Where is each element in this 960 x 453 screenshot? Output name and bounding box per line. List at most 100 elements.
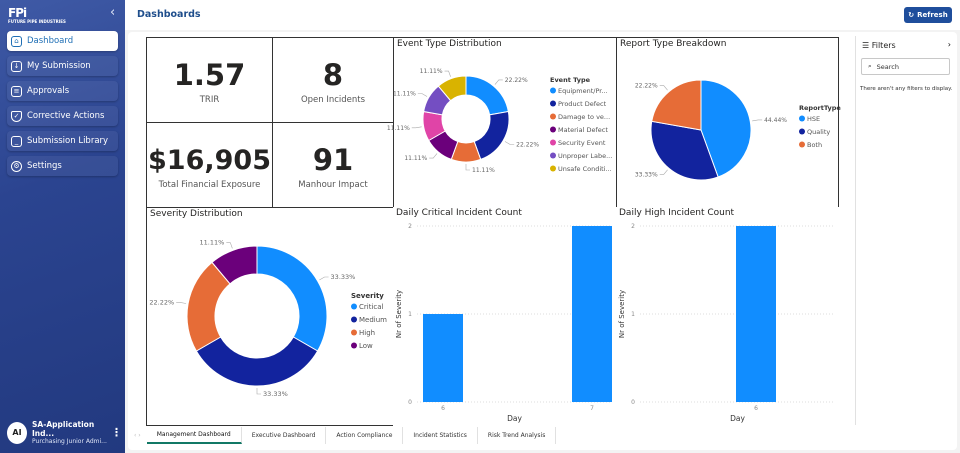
leader-line (504, 141, 515, 145)
legend-marker (799, 128, 805, 135)
sidebar-item-label: Dashboard (27, 36, 74, 46)
refresh-button[interactable]: ↻ Refresh (904, 7, 952, 23)
data-label: 22.22% (505, 77, 528, 84)
kpi-card-financial-exposure: $16,905 Total Financial Exposure (146, 122, 273, 208)
data-label: 11.11% (472, 167, 495, 174)
legend-marker (550, 113, 556, 120)
page-title: Dashboards (137, 9, 201, 20)
filters-label: Filters (871, 41, 896, 50)
collapse-sidebar-icon[interactable]: ‹ (110, 5, 116, 20)
y-tick-label: 1 (408, 311, 412, 318)
kpi-label: Open Incidents (300, 95, 366, 105)
y-tick-label: 2 (408, 223, 412, 230)
pie-slice (437, 75, 467, 102)
inbox-icon: ↓ (11, 60, 22, 72)
legend-marker (550, 126, 556, 133)
daily-high-chart: Daily High Incident Count 0 1 2 6 Day Nr of S… (616, 207, 839, 426)
kpi-card-open-incidents: 8 Open Incidents (272, 37, 394, 123)
legend-marker (550, 165, 556, 172)
data-label: 22.22% (149, 298, 174, 306)
sidebar-item-corrective-actions[interactable]: ✓ Corrective Actions (7, 106, 118, 126)
filters-pane: ☰ Filters › ⌕ Search There aren't any fil… (855, 36, 957, 425)
filter-icon: ☰ (862, 41, 870, 50)
leader-line (444, 70, 451, 77)
archive-icon: _ (11, 135, 22, 147)
daily-high-bars: 0 1 2 6 Day Nr of Severity (618, 223, 835, 423)
pie-slice (651, 79, 702, 131)
legend-marker (351, 342, 357, 349)
leader-line (411, 126, 422, 129)
bar (736, 226, 776, 402)
legend-marker (351, 329, 357, 336)
pie-slice (256, 245, 328, 352)
kpi-card-trir: 1.57 TRIR (146, 37, 273, 123)
avatar: AI (7, 421, 28, 444)
leader-line (176, 302, 187, 304)
data-label: 11.11% (387, 125, 410, 132)
leader-line (429, 153, 438, 159)
user-role: Purchasing Junior Admi... (32, 438, 107, 445)
kpi-value: 8 (322, 58, 344, 92)
sidebar-item-label: Corrective Actions (27, 111, 105, 121)
data-label: 11.11% (200, 239, 225, 247)
sidebar-item-label: Submission Library (27, 136, 109, 146)
tab-action-compliance[interactable]: Action Compliance (326, 427, 404, 444)
data-label: 11.11% (420, 68, 443, 75)
sidebar-item-dashboard[interactable]: ⌂ Dashboard (7, 31, 118, 51)
y-tick-label: 2 (631, 223, 635, 230)
kpi-card-manhour-impact: 91 Manhour Impact (272, 122, 394, 208)
bar (572, 226, 612, 402)
kpi-value: 1.57 (173, 58, 246, 92)
sidebar-item-my-submission[interactable]: ↓ My Submission (7, 56, 118, 76)
chart-title: Report Type Breakdown (620, 39, 727, 49)
pie-slice (211, 245, 258, 285)
kpi-value: 91 (312, 143, 354, 177)
data-label: 22.22% (635, 83, 658, 90)
search-placeholder: Search (876, 62, 899, 71)
sidebar-nav: ⌂ Dashboard ↓ My Submission ≡ Approvals ✓ Co… (7, 31, 118, 181)
severity-chart: Severity Distribution 33.33% 33.33% 22.22%… (146, 207, 394, 426)
leader-line (659, 169, 668, 175)
kpi-label: Total Financial Exposure (158, 180, 261, 190)
tab-scroll-arrows-icon[interactable]: ‹ › (134, 432, 141, 439)
legend-title: Severity (351, 292, 384, 300)
tab-incident-statistics[interactable]: Incident Statistics (403, 427, 478, 444)
daily-critical-bars: 0 1 2 6 7 Day Nr of Severity (395, 223, 612, 423)
pie-slice (650, 120, 719, 181)
chart-title: Daily High Incident Count (619, 208, 735, 218)
refresh-label: Refresh (917, 11, 948, 19)
chart-title: Event Type Distribution (397, 39, 502, 49)
legend-item: Equipment/Pr... (558, 87, 608, 95)
leader-line (752, 119, 763, 122)
filters-search-input[interactable]: ⌕ Search (861, 58, 950, 75)
data-label: 33.33% (263, 390, 288, 398)
legend-item: Unproper Labe... (558, 152, 612, 160)
sidebar-item-label: Approvals (27, 86, 70, 96)
legend-marker (550, 87, 556, 94)
y-tick-label: 0 (631, 399, 635, 406)
y-tick-label: 0 (408, 399, 412, 406)
sidebar-item-approvals[interactable]: ≡ Approvals (7, 81, 118, 101)
leader-line (319, 276, 329, 281)
legend-marker (351, 303, 357, 310)
sidebar-item-submission-library[interactable]: _ Submission Library (7, 131, 118, 151)
user-name: SA-Application Ind... (32, 420, 95, 438)
legend-item: HSE (807, 115, 820, 123)
report-type-pie: 44.44% 33.33% 22.22% ReportType HSE Quality Bo… (635, 79, 841, 181)
sidebar-item-label: Settings (27, 161, 62, 171)
legend-item: Damage to ve... (558, 113, 610, 121)
bar (423, 314, 463, 402)
y-tick-label: 1 (631, 311, 635, 318)
shield-check-icon: ✓ (11, 110, 22, 122)
legend-marker (799, 141, 805, 148)
tab-management-dashboard[interactable]: Management Dashboard (146, 427, 242, 444)
more-options-icon[interactable]: ⋮ (111, 426, 122, 439)
tab-executive-dashboard[interactable]: Executive Dashboard (242, 427, 327, 444)
data-label: 11.11% (393, 91, 416, 98)
sidebar-item-settings[interactable]: ⚙ Settings (7, 156, 118, 176)
legend-marker (550, 100, 556, 107)
tab-risk-trend-analysis[interactable]: Risk Trend Analysis (478, 427, 557, 444)
x-axis-label: Day (507, 414, 522, 423)
expand-filters-icon[interactable]: › (947, 40, 951, 49)
filters-title: ☰ Filters (862, 41, 896, 50)
